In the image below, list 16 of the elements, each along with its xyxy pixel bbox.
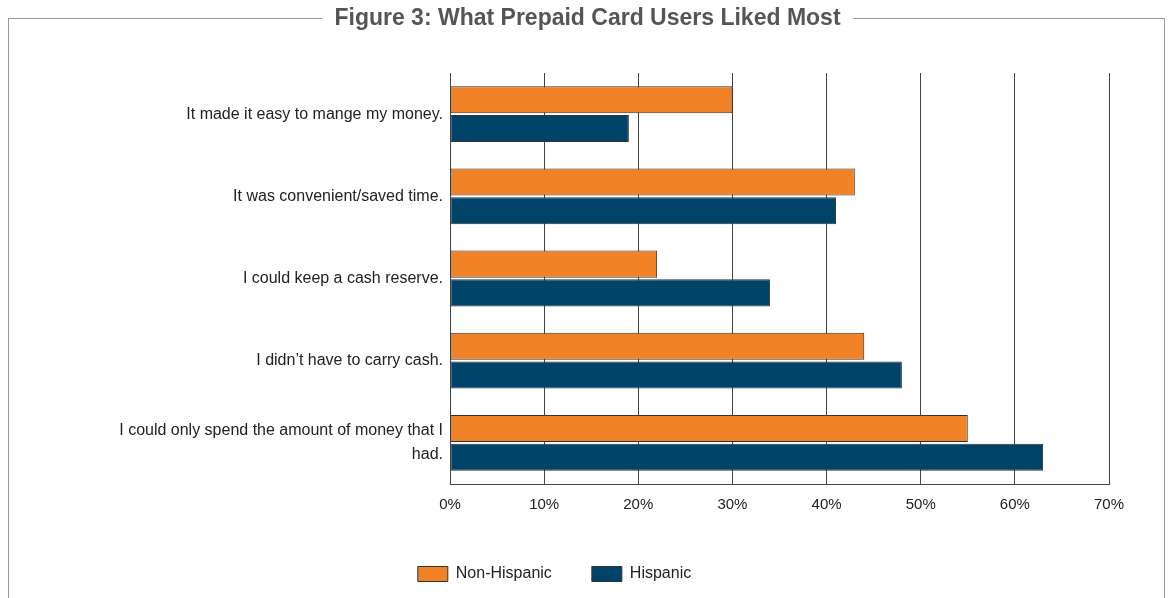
- y-tick-label: It made it easy to mange my money.: [186, 104, 443, 122]
- x-tick-label: 50%: [905, 495, 936, 513]
- y-tick-label: I could only spend the amount of money that I had.: [119, 421, 443, 463]
- x-tick-label: 20%: [623, 495, 654, 513]
- y-tick-label: I could keep a cash reserve.: [242, 268, 443, 286]
- chart-title: Figure 3: What Prepaid Card Users Liked Most: [322, 4, 853, 30]
- x-tick-label: 40%: [811, 495, 842, 513]
- y-tick-label: I didn’t have to carry cash.: [256, 351, 443, 369]
- x-tick-label: 60%: [999, 495, 1030, 513]
- y-tick-label: It was convenient/saved time.: [233, 186, 443, 204]
- x-tick-label: 10%: [529, 495, 560, 513]
- x-tick-label: 0%: [439, 495, 461, 513]
- x-tick-label: 70%: [1093, 495, 1125, 513]
- legend-label: Non-Hispanic: [455, 564, 552, 582]
- legend-label: Hispanic: [629, 564, 692, 582]
- x-tick-label: 30%: [717, 495, 748, 513]
